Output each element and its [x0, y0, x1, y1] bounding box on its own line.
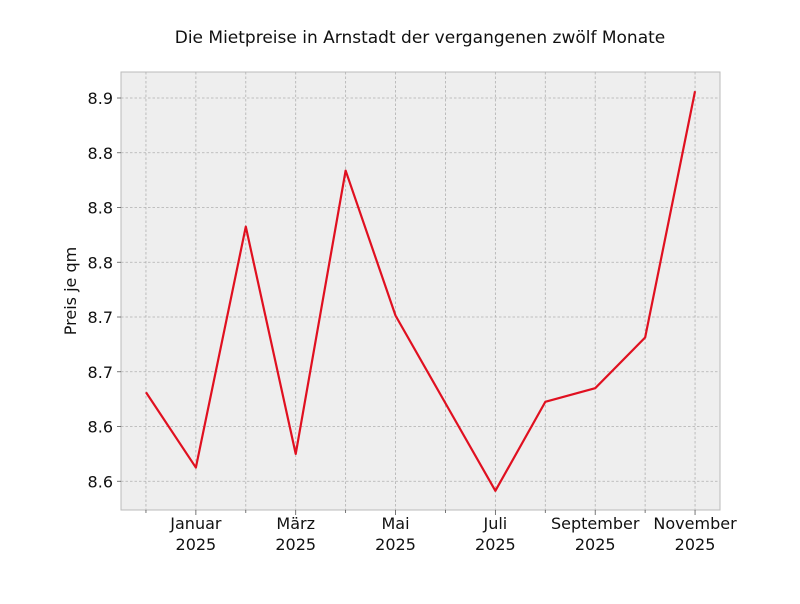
y-tick-label: 8.8: [88, 199, 113, 218]
y-axis-label: Preis je qm: [61, 247, 80, 335]
plot-area: [120, 71, 721, 511]
chart-title: Die Mietpreise in Arnstadt der vergangen…: [175, 28, 666, 48]
y-tick-label: 8.8: [88, 144, 113, 163]
x-tick-label: September 2025: [551, 514, 640, 554]
data-line: [145, 90, 697, 492]
x-tick-label: November 2025: [653, 514, 737, 554]
x-tick-label: März 2025: [275, 514, 316, 554]
x-tick-label: Januar 2025: [169, 514, 222, 554]
y-tick-label: 8.7: [88, 363, 113, 382]
y-tick-label: 8.9: [88, 89, 113, 108]
x-tick-label: Mai 2025: [375, 514, 416, 554]
y-tick-label: 8.8: [88, 253, 113, 272]
y-tick-label: 8.6: [88, 472, 113, 491]
x-tick-label: Juli 2025: [475, 514, 516, 554]
y-tick-label: 8.7: [88, 308, 113, 327]
y-tick-label: 8.6: [88, 418, 113, 437]
